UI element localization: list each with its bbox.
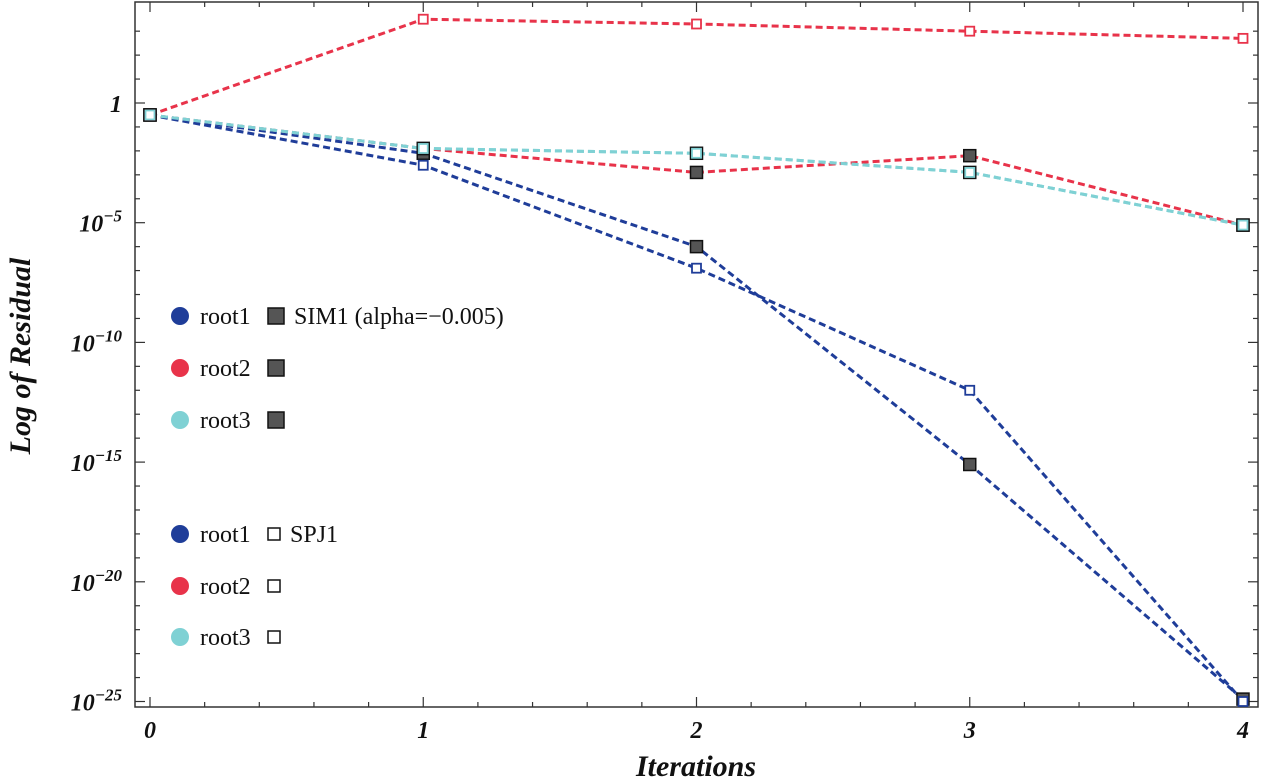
legend-series-name: SPJ1	[290, 522, 338, 548]
x-tick-label: 4	[1236, 718, 1249, 744]
data-point-open	[1237, 696, 1249, 707]
data-point-open	[964, 25, 976, 37]
data-point-open	[964, 384, 976, 396]
x-tick-label: 2	[690, 718, 703, 744]
legend-marker-filled	[267, 307, 285, 325]
legend-marker-open	[267, 579, 281, 593]
y-tick-label: 10−25	[71, 686, 123, 717]
legend-series-name: SIM1 (alpha=−0.005)	[294, 304, 504, 330]
x-tick-label: 1	[417, 718, 429, 744]
y-tick-label: 10−15	[71, 446, 123, 477]
legend-swatch-root2	[171, 577, 189, 595]
legend-swatch-root2	[171, 359, 189, 377]
legend-swatch-root1	[171, 525, 189, 543]
plot-frame	[134, 1, 1259, 708]
legend-marker-open	[267, 630, 281, 644]
y-tick-labels: 1 10−5 10−10 10−15 10−20 10−25	[71, 92, 123, 717]
data-point-open	[1237, 32, 1249, 44]
data-point-open	[691, 262, 702, 274]
data-point-open	[417, 159, 429, 171]
series-markers	[143, 13, 1250, 707]
x-tick-labels: 0 1 2 3 4	[144, 718, 1249, 744]
legend-label: root3	[200, 408, 251, 434]
x-tick-label: 0	[144, 718, 156, 744]
x-axis-title: Iterations	[635, 750, 756, 780]
data-point-open	[691, 18, 702, 30]
legend-swatch-root3	[171, 628, 189, 646]
data-point-open	[417, 143, 429, 154]
legend-swatch-root3	[171, 411, 189, 429]
x-tick-label: 3	[963, 718, 976, 744]
legend-label: root1	[200, 522, 251, 548]
data-point-filled	[963, 457, 977, 472]
data-point-filled	[689, 239, 704, 254]
data-point-open	[1237, 219, 1249, 231]
series-line-root1-sim1	[149, 113, 1244, 701]
legend-marker-filled	[267, 359, 285, 377]
legend-label: root1	[200, 304, 251, 330]
legend-marker-filled	[267, 411, 285, 429]
series-line-root2-sim1	[149, 113, 1244, 227]
legend-marker-open	[267, 527, 281, 541]
axis-ticks	[135, 2, 1258, 707]
y-tick-label: 10−5	[79, 207, 122, 238]
legend: root1 SIM1 (alpha=−0.005) root2 root3 root1 S…	[171, 304, 504, 651]
legend-swatch-root1	[171, 307, 189, 325]
data-point-open	[144, 109, 156, 121]
data-point-open	[417, 13, 429, 25]
legend-label: root2	[200, 356, 251, 382]
legend-label: root2	[200, 574, 251, 600]
series-line-root3-spj1	[149, 113, 1244, 227]
y-axis-title: Log of Residual	[4, 257, 37, 455]
data-point-filled	[963, 148, 977, 163]
data-point-filled	[689, 165, 704, 180]
y-tick-label: 1	[110, 92, 122, 118]
series-line-root2-spj1	[149, 17, 1244, 117]
data-point-open	[691, 147, 702, 159]
data-point-open	[964, 167, 976, 178]
legend-label: root3	[200, 625, 251, 651]
series-line-root1-spj1	[149, 113, 1245, 703]
series-lines	[149, 17, 1245, 703]
y-tick-label: 10−10	[71, 326, 123, 357]
y-tick-label: 10−20	[71, 566, 123, 597]
